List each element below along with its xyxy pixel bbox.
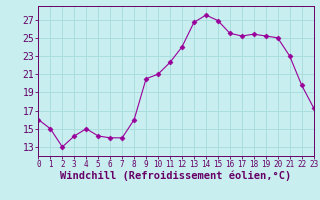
X-axis label: Windchill (Refroidissement éolien,°C): Windchill (Refroidissement éolien,°C) — [60, 171, 292, 181]
